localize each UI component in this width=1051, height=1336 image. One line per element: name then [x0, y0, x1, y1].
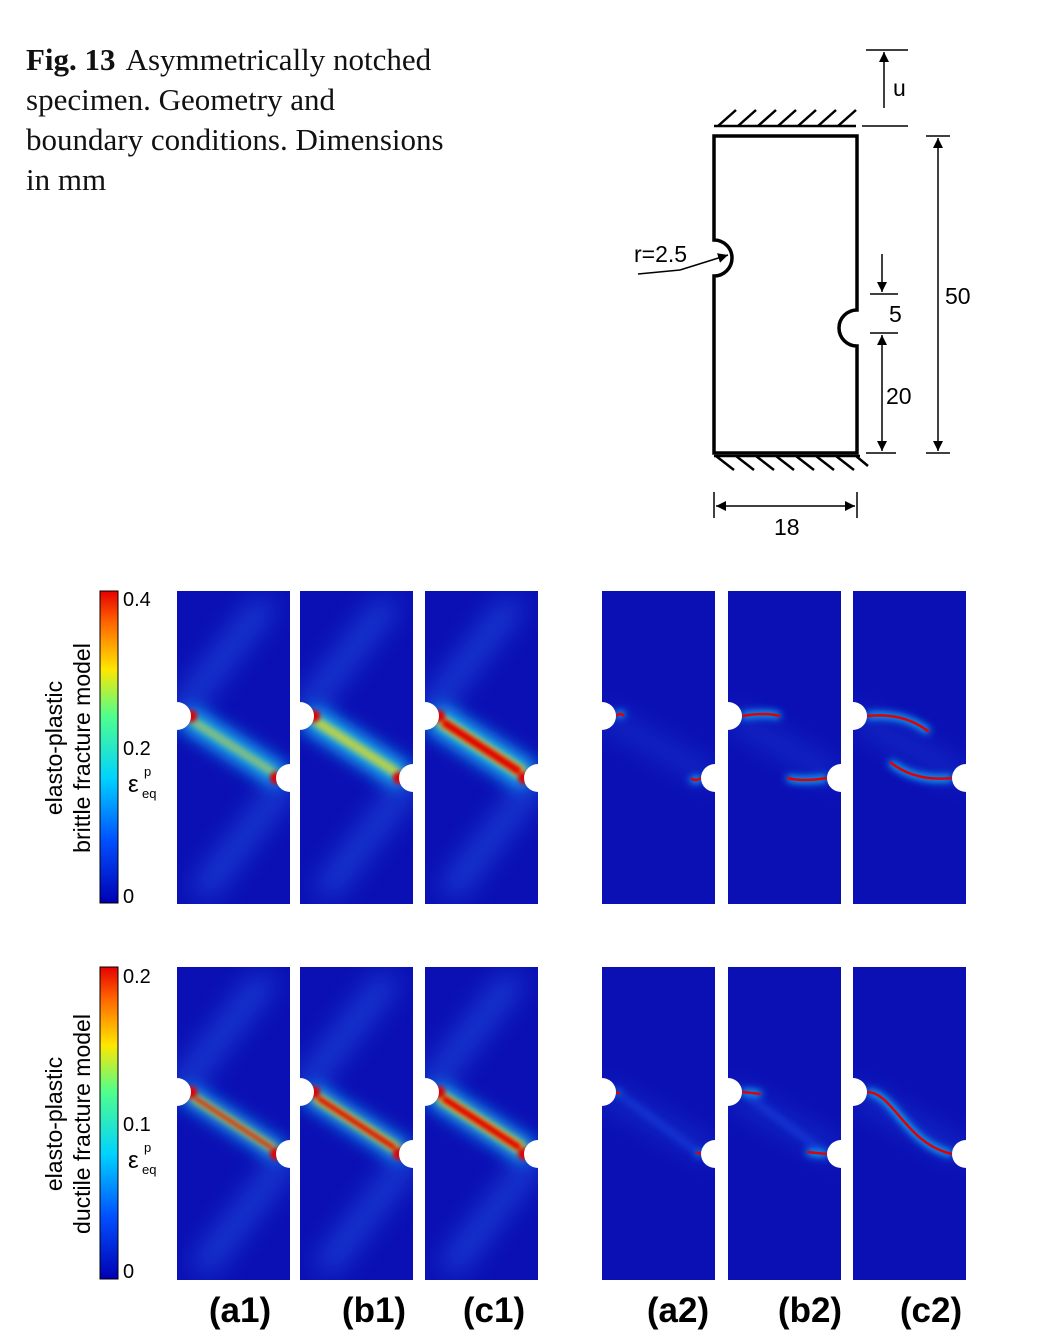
panel-c1-ductile — [425, 967, 538, 1280]
top-clamp-hatching — [714, 109, 857, 128]
displacement-label: u — [893, 75, 906, 101]
colorbar-brittle-sub: eq — [142, 786, 156, 801]
colorbar-brittle-sup: p — [144, 764, 151, 779]
row-label-brittle-line1: elasto-plastic — [41, 681, 67, 815]
height-dimension — [926, 135, 950, 454]
notch-gap-label: 5 — [889, 301, 902, 327]
radius-leader — [637, 253, 729, 275]
panel-a2-ductile — [602, 967, 715, 1280]
panel-b2-brittle — [728, 591, 841, 904]
row-label-ductile: elasto-plastic ductile fracture model — [41, 1014, 95, 1234]
height-label: 50 — [945, 283, 971, 309]
radius-label: r=2.5 — [634, 241, 687, 267]
figure-label: Fig. 13 — [26, 42, 116, 77]
specimen-outline — [712, 134, 859, 455]
colorbar-ductile-max: 0.2 — [123, 966, 151, 988]
panel-b2-ductile — [728, 967, 841, 1280]
colorbar-ductile: 0.2 0.1 0 ε p eq — [99, 966, 156, 1283]
row-label-ductile-line2: ductile fracture model — [69, 1014, 95, 1234]
panel-c1-brittle — [425, 591, 538, 904]
row-label-brittle: elasto-plastic brittle fracture model — [41, 643, 95, 853]
colorbar-brittle-symbol: ε — [128, 771, 139, 798]
row-label-ductile-line1: elasto-plastic — [41, 1057, 67, 1191]
colorbar-ductile-min: 0 — [123, 1261, 134, 1283]
notch-height-label: 20 — [886, 383, 912, 409]
colorbar-ductile-mid: 0.1 — [123, 1114, 151, 1136]
colorbar-ductile-sub: eq — [142, 1162, 156, 1177]
row-label-brittle-line2: brittle fracture model — [69, 643, 95, 853]
panel-a1-brittle — [177, 591, 290, 904]
colorbar-brittle-max: 0.4 — [123, 589, 151, 611]
figure-caption-text: Asymmetrically notched specimen. Geometr… — [26, 42, 444, 197]
displacement-arrow — [862, 49, 908, 127]
width-dimension — [713, 492, 858, 518]
figure-caption: Fig. 13 Asymmetrically notched specimen. … — [26, 40, 446, 200]
panel-a1-ductile — [177, 967, 290, 1280]
colorbar-brittle-mid: 0.2 — [123, 738, 151, 760]
panel-b1-ductile — [300, 967, 413, 1280]
bottom-clamp-hatching — [714, 454, 869, 471]
panel-label-a1: (a1) — [209, 1291, 271, 1330]
panel-label-b1: (b1) — [342, 1291, 406, 1330]
panel-c2-ductile — [853, 967, 966, 1280]
colorbar-ductile-symbol: ε — [128, 1147, 139, 1174]
panel-label-a2: (a2) — [647, 1291, 709, 1330]
simulation-results: elasto-plastic brittle fracture model el… — [41, 589, 966, 1330]
notch-gap-dimension — [870, 254, 898, 370]
panel-a2-brittle — [602, 591, 715, 904]
panel-c2-brittle — [853, 591, 966, 904]
geometry-diagram: u r=2.5 5 20 50 18 — [634, 49, 971, 540]
colorbar-brittle: 0.4 0.2 0 ε p eq — [99, 589, 156, 908]
notch-height-dimension — [866, 370, 896, 454]
panel-label-b2: (b2) — [778, 1291, 842, 1330]
width-label: 18 — [774, 514, 800, 540]
contour-panels — [177, 591, 966, 1280]
colorbar-brittle-min: 0 — [123, 886, 134, 908]
colorbar-ductile-sup: p — [144, 1140, 151, 1155]
panel-label-c1: (c1) — [463, 1291, 525, 1330]
panel-labels: (a1) (b1) (c1) (a2) (b2) (c2) — [209, 1291, 962, 1330]
panel-b1-brittle — [300, 591, 413, 904]
panel-label-c2: (c2) — [900, 1291, 962, 1330]
